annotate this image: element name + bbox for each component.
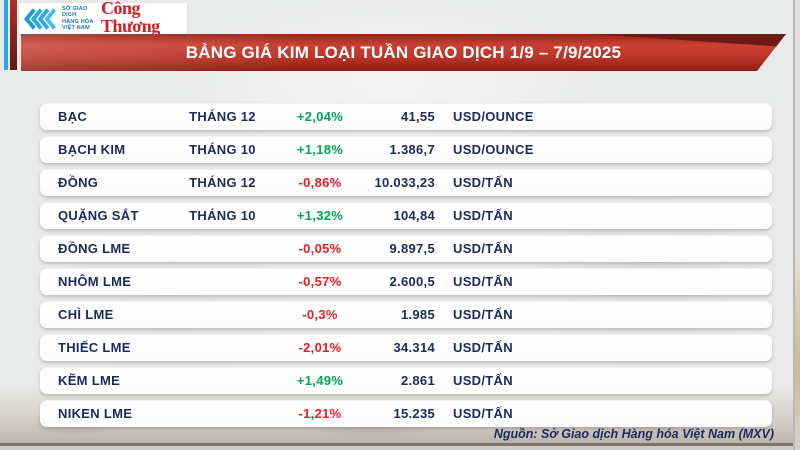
- percent-change: -0,86%: [298, 175, 342, 190]
- price-value: 15.235: [393, 406, 435, 421]
- price-table: BẠC THÁNG 12 +2,04% 41,55 USD/OUNCE BẠCH…: [40, 103, 772, 433]
- metal-name: KẼM LME: [58, 373, 121, 388]
- contract-month: THÁNG 10: [189, 208, 256, 223]
- price-value: 41,55: [400, 109, 435, 124]
- price-unit: USD/OUNCE: [453, 109, 534, 124]
- table-row: BẠCH KIM THÁNG 10 +1,18% 1.386,7 USD/OUN…: [40, 136, 772, 163]
- percent-change: -1,21%: [298, 406, 342, 421]
- metal-name: NIKEN LME: [58, 406, 133, 421]
- page-title: BẢNG GIÁ KIM LOẠI TUẦN GIAO DỊCH 1/9 – 7…: [185, 42, 622, 62]
- price-unit: USD/TẤN: [453, 373, 513, 388]
- source-caption: Nguồn: Sở Giao dịch Hàng hóa Việt Nam (M…: [493, 427, 774, 441]
- percent-change: +1,49%: [296, 373, 344, 388]
- table-row: THIẾC LME -2,01% 34.314 USD/TẤN: [40, 334, 772, 361]
- price-value: 2.861: [400, 373, 435, 388]
- table-row: KẼM LME +1,49% 2.861 USD/TẤN: [40, 367, 772, 394]
- price-value: 1.985: [400, 307, 435, 322]
- contract-month: THÁNG 12: [189, 175, 256, 190]
- price-value: 2.600,5: [389, 274, 435, 289]
- metal-name: ĐỒNG: [58, 175, 99, 190]
- accent-stripe-maroon: [10, 0, 17, 70]
- metal-name: BẠCH KIM: [58, 142, 126, 157]
- metal-name: CHÌ LME: [58, 307, 114, 322]
- price-unit: USD/OUNCE: [453, 142, 534, 157]
- congthuong-wordmark: Công Thương: [100, 0, 160, 36]
- percent-change: +2,04%: [296, 109, 344, 124]
- price-unit: USD/TẤN: [453, 241, 513, 256]
- price-unit: USD/TẤN: [453, 340, 513, 355]
- metal-name: ĐỒNG LME: [58, 241, 131, 256]
- metal-name: THIẾC LME: [58, 340, 131, 355]
- table-row: ĐỒNG THÁNG 12 -0,86% 10.033,23 USD/TẤN: [40, 169, 772, 196]
- contract-month: THÁNG 10: [189, 142, 256, 157]
- logo-box: SỞ GIAO DỊCH HÀNG HÓA VIỆT NAM Công Thươ…: [19, 0, 187, 39]
- price-value: 10.033,23: [374, 175, 435, 190]
- price-unit: USD/TẤN: [453, 175, 513, 190]
- price-value: 104,84: [393, 208, 435, 223]
- price-value: 9.897,5: [389, 241, 435, 256]
- table-row: CHÌ LME -0,3% 1.985 USD/TẤN: [40, 301, 772, 328]
- percent-change: -0,57%: [298, 274, 342, 289]
- bottom-margin: [0, 446, 800, 450]
- percent-change: +1,32%: [296, 208, 344, 223]
- price-unit: USD/TẤN: [453, 208, 513, 223]
- mxv-org-name: SỞ GIAO DỊCH HÀNG HÓA VIỆT NAM: [62, 5, 94, 31]
- accent-stripe-cyan: [4, 0, 8, 70]
- right-photo-strip: [795, 0, 800, 450]
- table-row: QUẶNG SẮT THÁNG 10 +1,32% 104,84 USD/TẤN: [40, 202, 772, 229]
- price-value: 1.386,7: [389, 142, 435, 157]
- title-bar: BẢNG GIÁ KIM LOẠI TUẦN GIAO DỊCH 1/9 – 7…: [21, 34, 786, 71]
- mxv-logo-icon: [24, 7, 57, 30]
- price-unit: USD/TẤN: [453, 274, 513, 289]
- congthuong-logo: Công Thương: [101, 0, 182, 39]
- title-bar-sheen: [21, 34, 786, 71]
- table-row: NIKEN LME -1,21% 15.235 USD/TẤN: [40, 400, 772, 427]
- metal-name: QUẶNG SẮT: [58, 208, 139, 223]
- price-value: 34.314: [393, 340, 435, 355]
- table-row: BẠC THÁNG 12 +2,04% 41,55 USD/OUNCE: [40, 103, 772, 130]
- bottom-edge-line: [0, 443, 800, 446]
- percent-change: -0,05%: [298, 241, 342, 256]
- table-row: NHÔM LME -0,57% 2.600,5 USD/TẤN: [40, 268, 772, 295]
- contract-month: THÁNG 12: [189, 109, 256, 124]
- price-unit: USD/TẤN: [453, 406, 513, 421]
- percent-change: +1,18%: [296, 142, 344, 157]
- price-unit: USD/TẤN: [453, 307, 513, 322]
- right-edge-line: [793, 0, 795, 450]
- table-row: ĐỒNG LME -0,05% 9.897,5 USD/TẤN: [40, 235, 772, 262]
- percent-change: -0,3%: [302, 307, 338, 322]
- metal-name: BẠC: [58, 109, 88, 124]
- metal-name: NHÔM LME: [58, 274, 132, 289]
- percent-change: -2,01%: [298, 340, 342, 355]
